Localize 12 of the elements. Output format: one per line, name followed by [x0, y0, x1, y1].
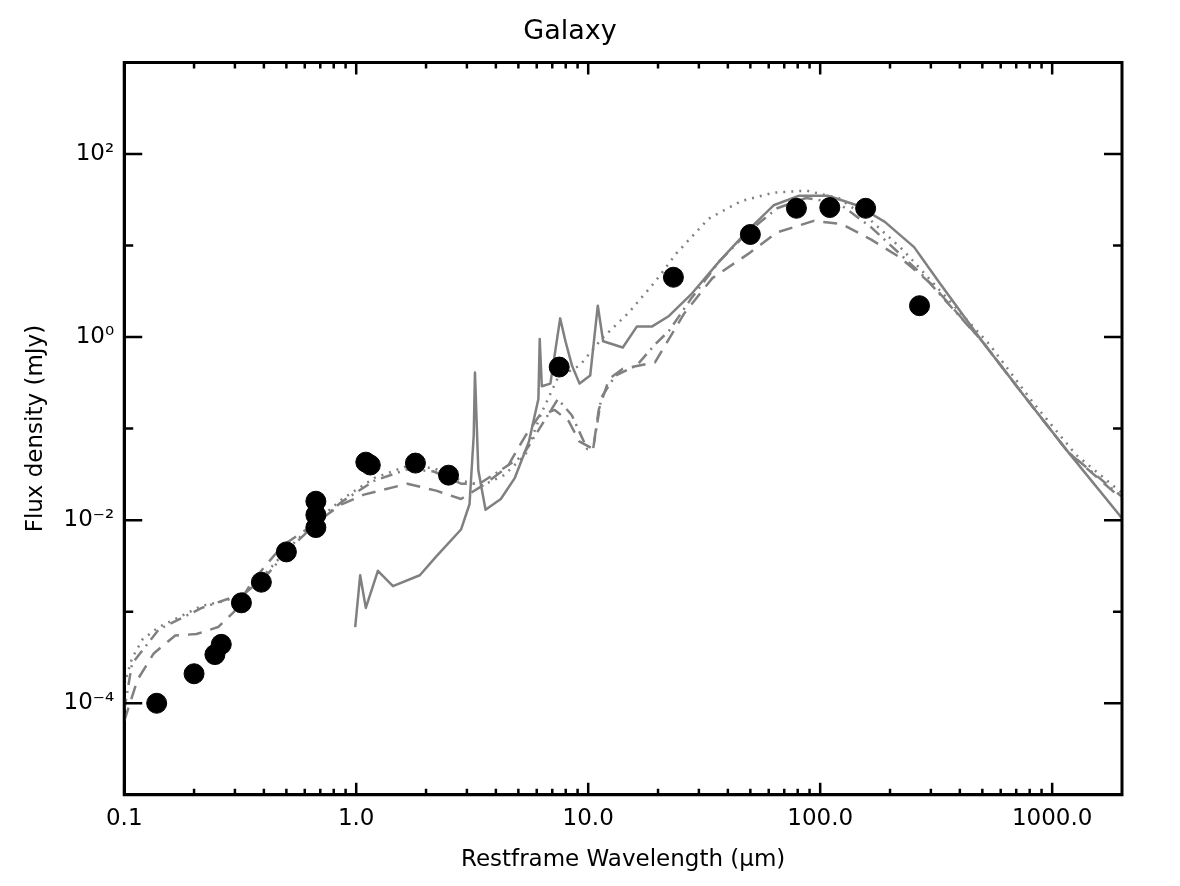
x-tick-label: 100.0 — [787, 803, 854, 830]
y-tick-label: 10² — [75, 138, 115, 165]
x-tick-label: 10.0 — [562, 803, 614, 830]
y-tick-label: 10⁻² — [63, 505, 115, 532]
x-axis-title: Restframe Wavelength (μm) — [460, 845, 786, 872]
x-tick-label: 0.1 — [105, 803, 143, 830]
y-axis-title: Flux density (mJy) — [20, 324, 47, 533]
x-tick-label: 1000.0 — [1011, 803, 1093, 830]
chart-title: Galaxy — [523, 14, 617, 46]
x-tick-label: 1.0 — [337, 803, 375, 830]
y-tick-label: 10⁰ — [75, 322, 115, 349]
y-tick-label: 10⁻⁴ — [63, 688, 115, 715]
